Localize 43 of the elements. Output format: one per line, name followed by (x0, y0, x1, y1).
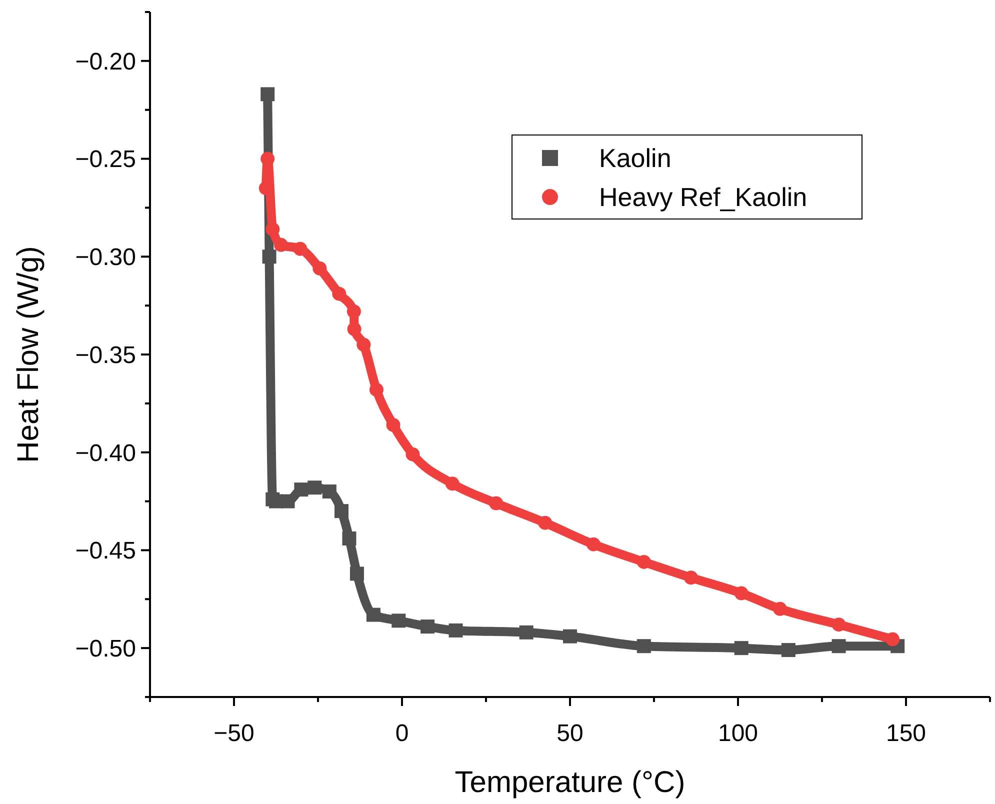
point (294, 482, 308, 497)
point (312, 261, 327, 276)
y-tick-label: −0.20 (75, 48, 136, 76)
y-tick-label: −0.50 (75, 635, 136, 662)
point (886, 632, 900, 646)
x-tick-label: 100 (718, 720, 758, 747)
point (347, 322, 362, 336)
point (489, 496, 504, 510)
point (280, 494, 295, 508)
y-axis-title: Heat Flow (W/g) (12, 246, 45, 463)
point (266, 222, 280, 236)
point (386, 418, 400, 432)
point (366, 608, 380, 622)
point (356, 338, 371, 352)
point (322, 484, 336, 498)
point (369, 382, 384, 397)
x-tick-label: 50 (556, 720, 584, 747)
y-tick-label: −0.30 (75, 244, 136, 272)
y-tick-label: −0.25 (75, 146, 136, 174)
legend-label: Heavy Ref_Kaolin (599, 182, 808, 212)
point (586, 537, 601, 552)
point (293, 242, 308, 256)
point (684, 570, 698, 585)
x-tick-label: 0 (395, 720, 409, 747)
point (538, 516, 552, 530)
legend-label: Kaolin (599, 143, 672, 174)
point (334, 504, 349, 518)
point (260, 87, 275, 102)
point (773, 602, 787, 616)
x-tick-label: −50 (214, 720, 254, 747)
x-tick-label: 150 (886, 720, 926, 747)
y-tick-label: −0.45 (75, 538, 136, 565)
point (832, 618, 846, 632)
point (445, 476, 460, 491)
point (636, 554, 651, 569)
point (734, 586, 748, 600)
x-axis-title: Temperature (°C) (454, 766, 686, 799)
point (332, 286, 346, 301)
point (346, 304, 361, 318)
point (406, 447, 420, 462)
y-tick-label: −0.35 (75, 342, 136, 369)
point (274, 238, 288, 252)
y-tick-label: −0.40 (75, 440, 136, 467)
